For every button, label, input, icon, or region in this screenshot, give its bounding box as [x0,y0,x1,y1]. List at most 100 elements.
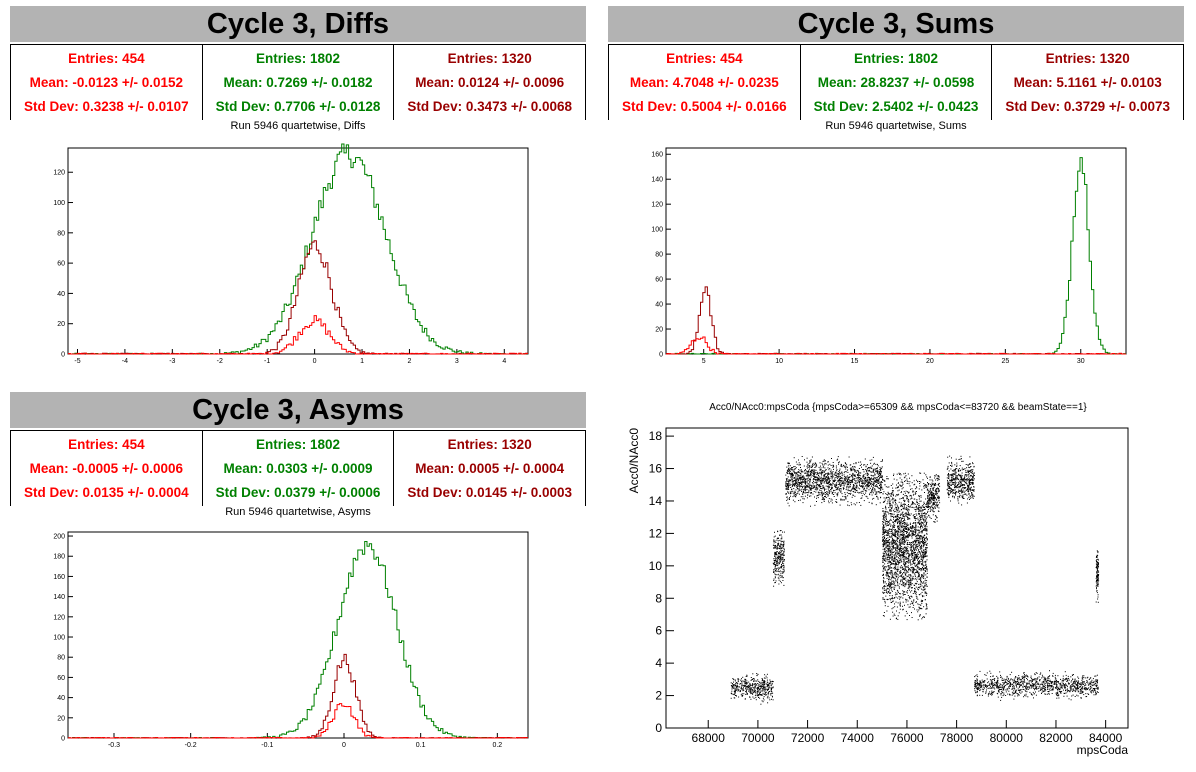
x-tick-label: 20 [926,358,934,365]
x-tick-label: 76000 [890,731,924,745]
x-tick-label: 4 [502,358,506,365]
entries: Entries: 1320 [1045,51,1130,67]
x-tick-label: 84000 [1089,731,1123,745]
y-tick-label: 0 [655,721,662,735]
x-tick-label: 0 [342,742,346,749]
x-tick-label: 72000 [791,731,825,745]
scatter-plot: 68000 70000 72000 74000 76000 78000 80000 82000… [627,427,1129,757]
asyms-title: Cycle 3, Asyms [10,392,586,428]
sums-stats-box: Entries: 454 Mean: 4.7048 +/- 0.0235 Std… [608,44,1184,120]
x-tick-label: 25 [1001,358,1009,365]
std-dev: Std Dev: 0.5004 +/- 0.0166 [621,98,787,114]
y-tick-label: 60 [57,261,65,268]
y-tick-label: 60 [57,675,65,682]
y-tick-label: 0 [61,352,65,359]
entries: Entries: 1802 [853,51,939,67]
y-tick-label: 20 [57,321,65,328]
scatter-title: Acc0/NAcc0:mpsCoda {mpsCoda>=65309 && mp… [709,402,1087,413]
y-tick-label: 40 [57,695,65,702]
sums-subtitle: Run 5946 quartetwise, Sums [825,120,967,132]
y-tick-label: 100 [53,200,65,207]
y-tick-label: 120 [53,170,65,177]
x-tick-label: -2 [217,358,223,365]
histogram-green [666,157,1126,355]
y-tick-label: 12 [649,526,663,540]
x-tick-label: -0.2 [185,742,197,749]
plot-frame [67,531,529,739]
y-tick-label: 2 [655,689,662,703]
plot-frame [67,147,529,355]
x-tick-label: 82000 [1039,731,1073,745]
histogram-red [68,703,528,739]
stat-green: Entries: 1802 Mean: 0.0303 +/- 0.0009 St… [203,431,395,506]
histogram-green [68,541,528,739]
asyms-stats-box: Entries: 454 Mean: -0.0005 +/- 0.0006 St… [10,430,586,506]
x-tick-label: 2 [407,358,411,365]
std-dev: Std Dev: 2.5402 +/- 0.0423 [813,98,979,114]
x-tick-label: 3 [455,358,459,365]
y-tick-label: 80 [57,655,65,662]
y-tick-label: 160 [651,152,663,159]
stat-darkred: Entries: 1320 Mean: 5.1161 +/- 0.0103 St… [992,45,1183,120]
y-tick-label: 80 [57,230,65,237]
y-tick-label: 180 [53,554,65,561]
diffs-stats-box: Entries: 454 Mean: -0.0123 +/- 0.0152 St… [10,44,586,120]
y-tick-label: 40 [655,302,663,309]
stat-green: Entries: 1802 Mean: 28.8237 +/- 0.0598 S… [801,45,993,120]
entries: Entries: 454 [666,51,743,67]
diffs-subtitle: Run 5946 quartetwise, Diffs [230,120,366,132]
y-tick-label: 120 [651,202,663,209]
entries: Entries: 1320 [447,437,532,453]
x-tick-label: -1 [264,358,270,365]
x-tick-label: -5 [74,358,80,365]
std-dev: Std Dev: 0.0145 +/- 0.0003 [407,484,573,500]
diffs-panel: Cycle 3, Diffs Entries: 454 Mean: -0.012… [0,6,590,386]
x-tick-label: 68000 [692,731,726,745]
x-tick-label: 78000 [940,731,974,745]
histogram-green [68,143,528,355]
y-tick-label: 16 [649,462,663,476]
entries: Entries: 1802 [255,51,341,67]
x-axis-label: mpsCoda [1077,743,1129,757]
y-tick-label: 20 [655,327,663,334]
x-tick-label: 1 [360,358,364,365]
y-tick-label: 160 [53,574,65,581]
mean: Mean: 0.0124 +/- 0.0096 [415,74,565,90]
x-tick-label: -0.3 [108,742,120,749]
plot-frame [665,427,1129,729]
y-tick-label: 18 [649,429,663,443]
x-tick-label: 5 [702,358,706,365]
entries: Entries: 1320 [447,51,532,67]
y-tick-label: 8 [655,591,662,605]
sums-histogram: 5 10 15 20 25 30 0 20 40 60 80 100 120 140 160 [651,147,1127,365]
stat-darkred: Entries: 1320 Mean: 0.0124 +/- 0.0096 St… [394,45,585,120]
x-tick-label: 70000 [741,731,775,745]
mean: Mean: 0.0005 +/- 0.0004 [415,460,565,476]
scatter-points [730,455,1100,705]
stat-red: Entries: 454 Mean: -0.0123 +/- 0.0152 St… [11,45,203,120]
y-tick-label: 200 [53,534,65,541]
stat-darkred: Entries: 1320 Mean: 0.0005 +/- 0.0004 St… [394,431,585,506]
sums-panel: Cycle 3, Sums Entries: 454 Mean: 4.7048 … [598,6,1188,386]
mean: Mean: 28.8237 +/- 0.0598 [817,74,975,90]
asyms-subtitle: Run 5946 quartetwise, Asyms [225,506,371,518]
mean: Mean: 0.0303 +/- 0.0009 [223,460,373,476]
x-tick-label: 30 [1077,358,1085,365]
stat-red: Entries: 454 Mean: 4.7048 +/- 0.0235 Std… [609,45,801,120]
mean: Mean: 5.1161 +/- 0.0103 [1013,74,1162,90]
y-tick-label: 0 [61,736,65,743]
y-tick-label: 20 [57,715,65,722]
y-tick-label: 10 [649,559,663,573]
mean: Mean: 4.7048 +/- 0.0235 [629,74,779,90]
stat-green: Entries: 1802 Mean: 0.7269 +/- 0.0182 St… [203,45,395,120]
x-tick-label: 0.2 [492,742,502,749]
y-tick-label: 140 [53,594,65,601]
histogram-red [68,315,528,355]
x-tick-label: -0.1 [261,742,273,749]
y-tick-label: 100 [53,635,65,642]
std-dev: Std Dev: 0.3473 +/- 0.0068 [407,98,573,114]
mean: Mean: -0.0005 +/- 0.0006 [29,460,184,476]
x-tick-label: 10 [775,358,783,365]
asyms-panel: Cycle 3, Asyms Entries: 454 Mean: -0.000… [0,392,590,772]
